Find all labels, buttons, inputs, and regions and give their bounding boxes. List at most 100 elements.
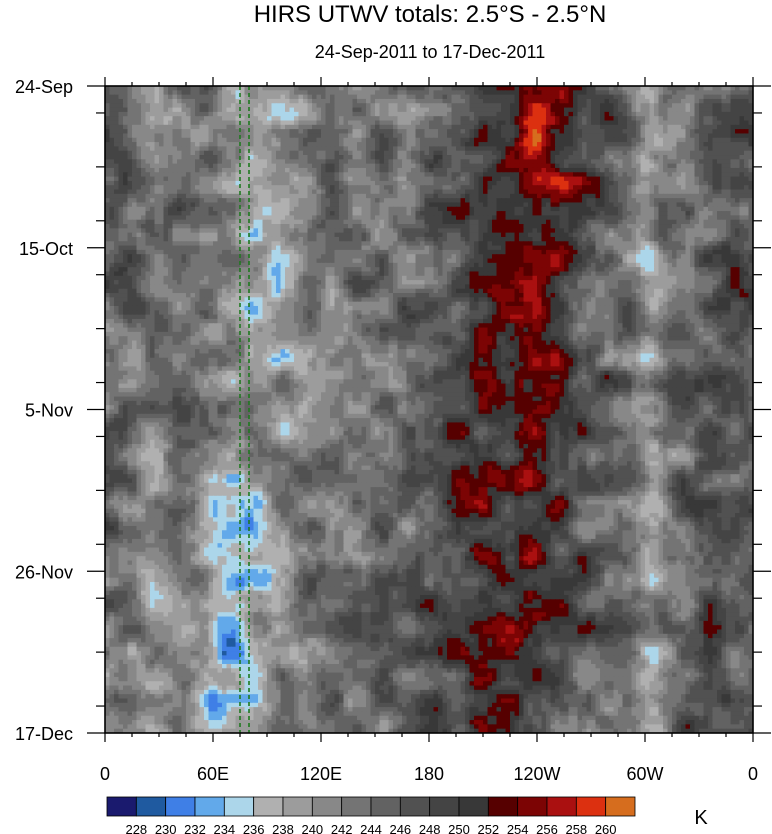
field-cell bbox=[447, 129, 453, 135]
field-cell bbox=[231, 155, 237, 160]
field-cell bbox=[600, 167, 606, 173]
field-cell bbox=[109, 155, 115, 160]
field-cell bbox=[694, 198, 700, 204]
field-cell bbox=[397, 224, 403, 229]
field-cell bbox=[352, 159, 358, 165]
field-cell bbox=[573, 211, 579, 216]
field-cell bbox=[276, 224, 282, 229]
field-cell bbox=[132, 124, 138, 130]
field-cell bbox=[721, 228, 727, 234]
field-cell bbox=[334, 98, 340, 104]
field-cell bbox=[627, 90, 633, 96]
field-cell bbox=[438, 189, 444, 195]
field-cell bbox=[591, 155, 597, 160]
field-cell bbox=[649, 142, 655, 147]
field-cell bbox=[384, 228, 390, 234]
field-cell bbox=[658, 107, 664, 113]
field-cell bbox=[258, 180, 264, 186]
field-cell bbox=[595, 98, 601, 104]
field-cell bbox=[681, 120, 687, 126]
field-cell bbox=[141, 189, 147, 195]
field-cell bbox=[172, 155, 178, 160]
field-cell bbox=[163, 159, 169, 165]
field-cell bbox=[492, 124, 498, 130]
field-cell bbox=[226, 98, 232, 104]
field-cell bbox=[573, 142, 579, 147]
field-cell bbox=[388, 137, 394, 143]
field-cell bbox=[595, 146, 601, 152]
field-cell bbox=[627, 193, 633, 199]
field-cell bbox=[289, 111, 295, 117]
field-cell bbox=[627, 103, 633, 109]
field-cell bbox=[352, 198, 358, 204]
field-cell bbox=[600, 120, 606, 126]
field-cell bbox=[528, 98, 534, 104]
field-cell bbox=[510, 163, 516, 169]
field-cell bbox=[559, 94, 565, 100]
field-cell bbox=[550, 185, 556, 191]
field-cell bbox=[721, 176, 727, 182]
field-cell bbox=[402, 159, 408, 165]
field-cell bbox=[312, 167, 318, 173]
field-cell bbox=[627, 211, 633, 216]
field-cell bbox=[564, 133, 570, 139]
field-cell bbox=[204, 94, 210, 100]
field-cell bbox=[168, 90, 174, 96]
field-cell bbox=[136, 167, 142, 173]
field-cell bbox=[537, 202, 543, 208]
field-cell bbox=[514, 172, 520, 178]
field-cell bbox=[636, 215, 642, 221]
field-cell bbox=[555, 146, 561, 152]
field-cell bbox=[388, 206, 394, 212]
field-cell bbox=[330, 155, 336, 160]
field-cell bbox=[136, 176, 142, 182]
field-cell bbox=[177, 172, 183, 178]
field-cell bbox=[307, 116, 313, 122]
field-cell bbox=[415, 163, 421, 169]
field-cell bbox=[730, 159, 736, 165]
field-cell bbox=[397, 215, 403, 221]
field-cell bbox=[226, 176, 232, 182]
field-cell bbox=[325, 103, 331, 109]
field-cell bbox=[289, 142, 295, 147]
field-cell bbox=[559, 137, 565, 143]
field-cell bbox=[631, 129, 637, 135]
field-cell bbox=[429, 86, 435, 91]
field-cell bbox=[415, 206, 421, 212]
field-cell bbox=[186, 137, 192, 143]
field-cell bbox=[150, 180, 156, 186]
field-cell bbox=[375, 189, 381, 195]
field-cell bbox=[384, 185, 390, 191]
field-cell bbox=[591, 146, 597, 152]
field-cell bbox=[276, 142, 282, 147]
field-cell bbox=[267, 120, 273, 126]
field-cell bbox=[532, 185, 538, 191]
field-cell bbox=[163, 189, 169, 195]
field-cell bbox=[577, 129, 583, 135]
field-cell bbox=[411, 86, 417, 91]
field-cell bbox=[181, 142, 187, 147]
field-cell bbox=[258, 133, 264, 139]
field-cell bbox=[262, 86, 268, 91]
field-cell bbox=[658, 137, 664, 143]
field-cell bbox=[559, 116, 565, 122]
field-cell bbox=[528, 172, 534, 178]
field-cell bbox=[285, 189, 291, 195]
field-cell bbox=[258, 159, 264, 165]
field-cell bbox=[474, 94, 480, 100]
field-cell bbox=[231, 86, 237, 91]
field-cell bbox=[168, 159, 174, 165]
field-cell bbox=[258, 146, 264, 152]
field-cell bbox=[105, 155, 111, 160]
field-cell bbox=[186, 224, 192, 229]
field-cell bbox=[654, 98, 660, 104]
field-cell bbox=[150, 116, 156, 122]
field-cell bbox=[685, 133, 691, 139]
field-cell bbox=[172, 103, 178, 109]
field-cell bbox=[312, 124, 318, 130]
field-cell bbox=[226, 211, 232, 216]
field-cell bbox=[708, 159, 714, 165]
field-cell bbox=[505, 98, 511, 104]
field-cell bbox=[546, 163, 552, 169]
field-cell bbox=[568, 176, 574, 182]
